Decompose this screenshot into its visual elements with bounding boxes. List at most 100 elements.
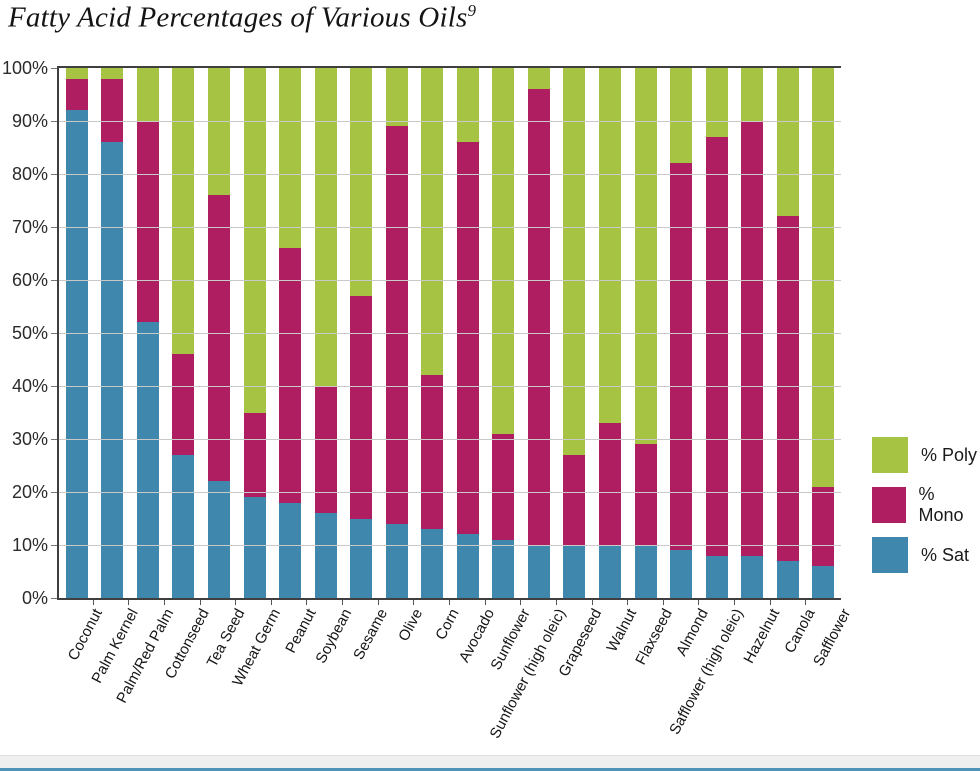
y-tick-label: 40%	[11, 376, 48, 396]
bar-slot	[805, 68, 841, 598]
plot-area	[57, 66, 841, 600]
y-tick	[51, 439, 57, 440]
segment-sat	[207, 481, 230, 598]
segment-mono	[385, 126, 408, 524]
gridline	[59, 121, 841, 122]
bar-almond	[670, 68, 693, 598]
segment-mono	[421, 375, 444, 530]
x-label: Walnut	[603, 606, 641, 655]
x-tick	[734, 600, 736, 605]
segment-mono	[243, 412, 266, 498]
segment-poly	[705, 68, 728, 137]
bar-palm-kernel	[101, 68, 124, 598]
segment-poly	[207, 68, 230, 196]
y-tick	[51, 68, 57, 69]
legend-swatch-mono	[872, 487, 906, 523]
x-tick	[342, 600, 344, 605]
segment-mono	[527, 89, 550, 545]
segment-poly	[527, 68, 550, 90]
segment-sat	[634, 545, 657, 598]
gridline	[59, 333, 841, 334]
bar-slot	[557, 68, 593, 598]
y-tick-label: 80%	[11, 164, 48, 184]
bar-slot	[414, 68, 450, 598]
bar-slot	[699, 68, 735, 598]
segment-mono	[172, 354, 195, 455]
segment-sat	[527, 545, 550, 598]
bar-corn	[421, 68, 444, 598]
segment-mono	[741, 121, 764, 556]
bar-sunflower	[492, 68, 515, 598]
x-tick	[591, 600, 593, 605]
segment-mono	[456, 142, 479, 535]
segment-poly	[172, 68, 195, 355]
segment-poly	[243, 68, 266, 413]
y-tick-label: 60%	[11, 270, 48, 290]
segment-sat	[279, 502, 302, 598]
segment-sat	[172, 454, 195, 598]
y-tick-label: 50%	[11, 323, 48, 343]
segment-sat	[598, 545, 621, 598]
segment-sat	[243, 497, 266, 598]
segment-mono	[563, 454, 586, 545]
segment-poly	[350, 68, 373, 296]
y-tick-label: 70%	[11, 217, 48, 237]
bar-slot	[130, 68, 166, 598]
segment-mono	[598, 423, 621, 545]
bar-safflower-high-oleic-	[705, 68, 728, 598]
legend-swatch-sat	[872, 537, 908, 573]
x-tick	[270, 600, 272, 605]
footnote-superscript: 9	[467, 1, 477, 20]
chart-title: Fatty Acid Percentages of Various Oils9	[8, 1, 476, 35]
bar-avocado	[456, 68, 479, 598]
y-tick	[51, 227, 57, 228]
x-label: Peanut	[282, 606, 320, 656]
y-tick-label: 20%	[11, 482, 48, 502]
gridline	[59, 227, 841, 228]
x-tick	[413, 600, 415, 605]
legend-label: % Sat	[921, 544, 970, 565]
segment-sat	[776, 560, 799, 598]
bar-slot	[237, 68, 273, 598]
bar-tea-seed	[207, 68, 230, 598]
segment-mono	[670, 163, 693, 551]
x-label: Almond	[672, 606, 712, 659]
x-tick	[698, 600, 700, 605]
segment-sat	[421, 529, 444, 598]
y-tick	[51, 598, 57, 599]
bar-grapeseed	[563, 68, 586, 598]
segment-mono	[207, 195, 230, 482]
bar-slot	[770, 68, 806, 598]
y-tick	[51, 174, 57, 175]
segment-mono	[812, 486, 835, 567]
bar-slot	[521, 68, 557, 598]
y-tick-label: 100%	[1, 58, 48, 78]
segment-poly	[456, 68, 479, 143]
x-tick	[163, 600, 165, 605]
y-tick-label: 30%	[11, 429, 48, 449]
x-tick	[662, 600, 664, 605]
y-tick	[51, 121, 57, 122]
x-label: Corn	[431, 606, 463, 643]
segment-sat	[456, 534, 479, 598]
bar-safflower	[812, 68, 835, 598]
segment-poly	[136, 68, 159, 122]
segment-mono	[705, 136, 728, 556]
x-tick	[555, 600, 557, 605]
bar-sunflower-high-oleic-	[527, 68, 550, 598]
x-tick	[449, 600, 450, 605]
y-tick	[51, 280, 57, 281]
segment-mono	[136, 121, 159, 323]
bar-hazelnut	[741, 68, 764, 598]
x-tick	[377, 600, 379, 605]
bar-slot	[59, 68, 95, 598]
x-label: Hazelnut	[740, 606, 783, 667]
segment-sat	[101, 142, 124, 598]
segment-poly	[421, 68, 444, 376]
gridline	[59, 174, 841, 175]
x-label: Canola	[781, 606, 819, 656]
y-tick	[51, 386, 57, 387]
x-tick	[805, 600, 807, 605]
segment-poly	[65, 68, 88, 79]
segment-mono	[65, 78, 88, 111]
